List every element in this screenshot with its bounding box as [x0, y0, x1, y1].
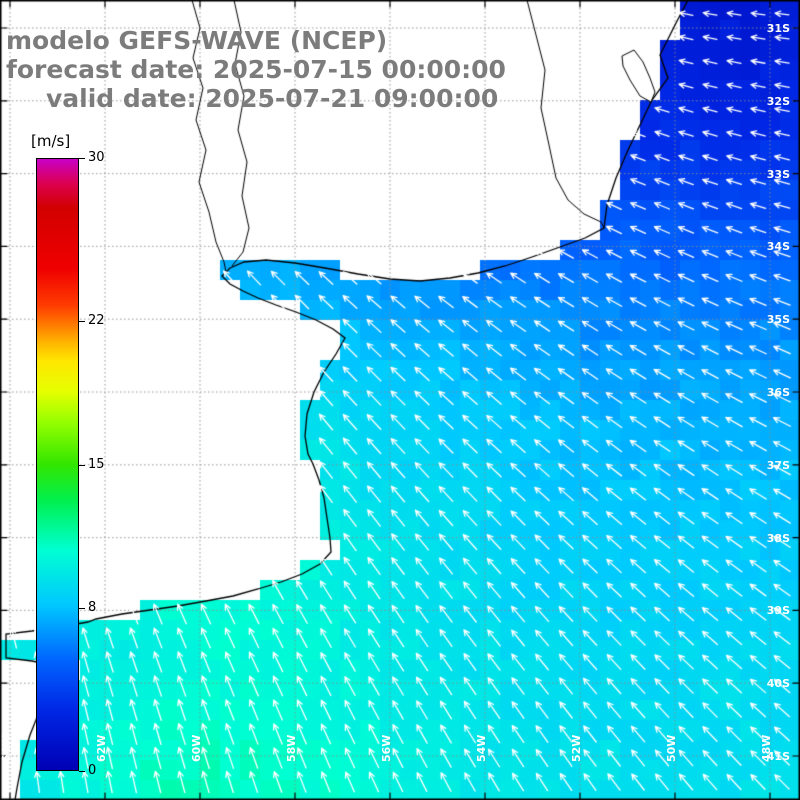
model-title: modelo GEFS-WAVE (NCEP) — [6, 26, 388, 55]
valid-date: valid date: 2025-07-21 09:00:00 — [46, 84, 499, 113]
forecast-date: forecast date: 2025-07-15 00:00:00 — [6, 55, 506, 84]
title-block: modelo GEFS-WAVE (NCEP) forecast date: 2… — [6, 26, 506, 113]
